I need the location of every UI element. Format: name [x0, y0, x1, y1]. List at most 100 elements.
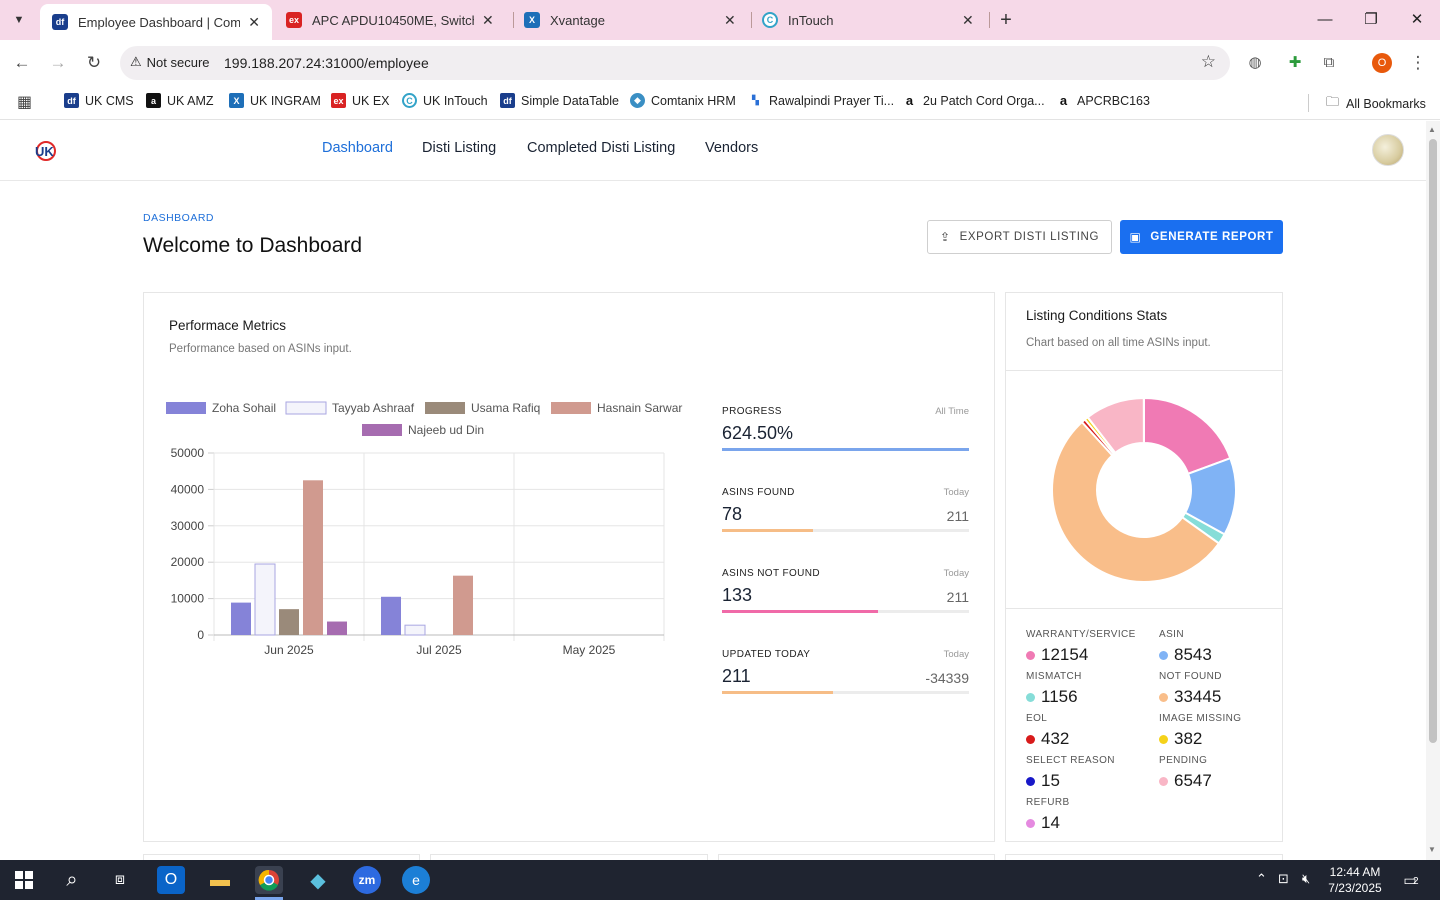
metric-total: 211	[946, 508, 969, 524]
maximize-icon[interactable]: ❐	[1364, 11, 1378, 28]
app-diamond-icon[interactable]: ◆	[310, 869, 326, 892]
breadcrumb: DASHBOARD	[143, 212, 215, 224]
outlook-icon[interactable]: O	[157, 866, 185, 894]
bookmark-uk-amz[interactable]: a UK AMZ	[146, 93, 214, 108]
legend-swatch-2[interactable]	[425, 402, 465, 414]
donut-slice-not-found[interactable]	[1051, 420, 1221, 583]
translate-globe-icon[interactable]: ◍	[1248, 54, 1262, 71]
nav-disti-listing[interactable]: Disti Listing	[422, 140, 497, 156]
volume-muted-icon[interactable]: 🔇︎	[1302, 871, 1311, 886]
legend-label-2[interactable]: Usama Rafiq	[471, 401, 540, 415]
bar-1-1[interactable]	[404, 624, 426, 636]
bar-0-1[interactable]	[254, 563, 276, 636]
legend-label-4[interactable]: Najeeb ud Din	[408, 423, 484, 437]
profile-avatar-icon[interactable]: O	[1372, 53, 1392, 73]
stat-label: NOT FOUND	[1159, 671, 1222, 682]
bookmark-rawalpindi-prayer[interactable]: ▚ Rawalpindi Prayer Ti...	[748, 93, 894, 108]
scroll-up-icon[interactable]: ▲	[1428, 125, 1436, 134]
save-disk-icon: ▣	[1129, 230, 1142, 244]
close-icon[interactable]: ✕	[248, 13, 260, 30]
task-view-icon[interactable]: ⧈	[114, 871, 126, 888]
edge-icon[interactable]: e	[402, 866, 430, 894]
extensions-puzzle-icon[interactable]: ⧉	[1323, 54, 1335, 71]
reload-icon[interactable]: ↻	[86, 53, 102, 72]
app-header: UK Dashboard Disti Listing Completed Dis…	[0, 121, 1426, 181]
bookmark-star-icon[interactable]: ☆	[1200, 52, 1216, 71]
system-clock[interactable]: 12:44 AM 7/23/2025	[1322, 864, 1388, 896]
stat-select-reason: SELECT REASON 15	[1026, 755, 1146, 791]
search-icon[interactable]: ⌕	[66, 868, 78, 891]
tab-apc[interactable]: ex APC APDU10450ME, Switched, ✕	[274, 4, 510, 36]
page-scrollbar[interactable]: ▲ ▼	[1426, 121, 1440, 860]
bar-0-4[interactable]	[327, 621, 347, 635]
bar-1-0[interactable]	[381, 596, 401, 635]
tab-favicon-icon: df	[52, 14, 68, 30]
legend-swatch-3[interactable]	[551, 402, 591, 414]
close-icon[interactable]: ✕	[962, 11, 974, 28]
chrome-icon[interactable]	[255, 866, 283, 894]
zoom-icon[interactable]: zm	[353, 866, 381, 894]
kebab-menu-icon[interactable]: ⋮	[1409, 53, 1427, 72]
bookmark-simple-datatable[interactable]: df Simple DataTable	[500, 93, 619, 108]
file-explorer-icon[interactable]: ▬	[210, 868, 230, 891]
nav-completed-disti-listing[interactable]: Completed Disti Listing	[527, 140, 676, 156]
legend-swatch-4[interactable]	[362, 424, 402, 436]
url-text[interactable]: 199.188.207.24:31000/employee	[224, 55, 429, 71]
stat-value: 1156	[1041, 687, 1078, 706]
legend-label-3[interactable]: Hasnain Sarwar	[597, 401, 682, 415]
bookmark-uk-ingram[interactable]: X UK INGRAM	[229, 93, 321, 108]
tab-search-chevron-icon[interactable]: ▼	[13, 14, 25, 26]
bar-1-3[interactable]	[453, 575, 473, 635]
tray-chevron-up-icon[interactable]: ⌃	[1256, 871, 1267, 886]
metric-progress-fill	[722, 610, 878, 613]
legend-label-0[interactable]: Zoha Sohail	[212, 401, 276, 415]
legend-swatch-1[interactable]	[285, 401, 327, 415]
window-close-icon[interactable]: ✕	[1410, 11, 1424, 28]
nav-dashboard[interactable]: Dashboard	[322, 140, 393, 156]
all-bookmarks[interactable]: 🗀 All Bookmarks	[1326, 93, 1426, 115]
generate-report-button[interactable]: ▣ GENERATE REPORT	[1120, 220, 1283, 254]
extension-puzzle-green-icon[interactable]: ✚	[1288, 54, 1302, 71]
metric-progress-fill	[722, 448, 969, 451]
tab-xvantage[interactable]: X Xvantage ✕	[512, 4, 748, 36]
legend-label-1[interactable]: Tayyab Ashraaf	[332, 401, 415, 415]
tab-employee-dashboard[interactable]: df Employee Dashboard | Comtan ✕	[40, 4, 272, 40]
bookmark-uk-cms[interactable]: df UK CMS	[64, 93, 134, 108]
back-arrow-icon[interactable]: ←	[13, 53, 31, 72]
bookmark-comtanix-hrm[interactable]: ◆ Comtanix HRM	[630, 93, 736, 108]
bar-0-0[interactable]	[231, 602, 251, 635]
tab-intouch[interactable]: C InTouch ✕	[750, 4, 986, 36]
security-chip[interactable]: ⚠ Not secure	[130, 54, 210, 70]
bookmark-uk-ex[interactable]: ex UK EX	[331, 93, 390, 108]
stat-warranty-service: WARRANTY/SERVICE 12154	[1026, 629, 1146, 665]
notifications-icon[interactable]: ▭ 2	[1403, 871, 1419, 888]
metric-label: PROGRESS	[722, 406, 782, 417]
minimize-icon[interactable]: —	[1317, 11, 1333, 28]
scroll-down-icon[interactable]: ▼	[1428, 845, 1436, 854]
stat-asin: ASIN 8543	[1159, 629, 1279, 665]
tab-favicon-icon: X	[524, 12, 540, 28]
new-tab-plus-icon[interactable]: +	[1000, 9, 1012, 31]
close-icon[interactable]: ✕	[482, 11, 494, 28]
notification-count: 2	[1413, 876, 1419, 887]
bar-0-3[interactable]	[303, 480, 323, 635]
bar-0-2[interactable]	[279, 609, 299, 635]
forward-arrow-icon[interactable]: →	[49, 53, 67, 72]
export-disti-listing-button[interactable]: ⇪ EXPORT DISTI LISTING	[927, 220, 1112, 254]
address-bar[interactable]: ⚠ Not secure 199.188.207.24:31000/employ…	[120, 46, 1230, 80]
apps-grid-icon[interactable]: ▦	[17, 94, 33, 111]
user-avatar[interactable]	[1372, 134, 1404, 166]
bookmark-apcrbc163[interactable]: a APCRBC163	[1056, 93, 1150, 108]
bookmark-patch-cord[interactable]: a 2u Patch Cord Orga...	[902, 93, 1045, 108]
uk-logo-icon[interactable]: UK	[32, 138, 58, 164]
network-icon[interactable]: ⊡	[1278, 871, 1289, 886]
scroll-thumb[interactable]	[1429, 139, 1437, 743]
legend-swatch-0[interactable]	[166, 402, 206, 414]
close-icon[interactable]: ✕	[724, 11, 736, 28]
nav-vendors[interactable]: Vendors	[705, 140, 759, 156]
bookmark-uk-intouch[interactable]: C UK InTouch	[402, 93, 488, 108]
metric-total: -34339	[925, 670, 969, 686]
metric-progress: PROGRESS All Time 624.50%	[722, 406, 969, 454]
windows-start-icon[interactable]	[10, 866, 38, 894]
